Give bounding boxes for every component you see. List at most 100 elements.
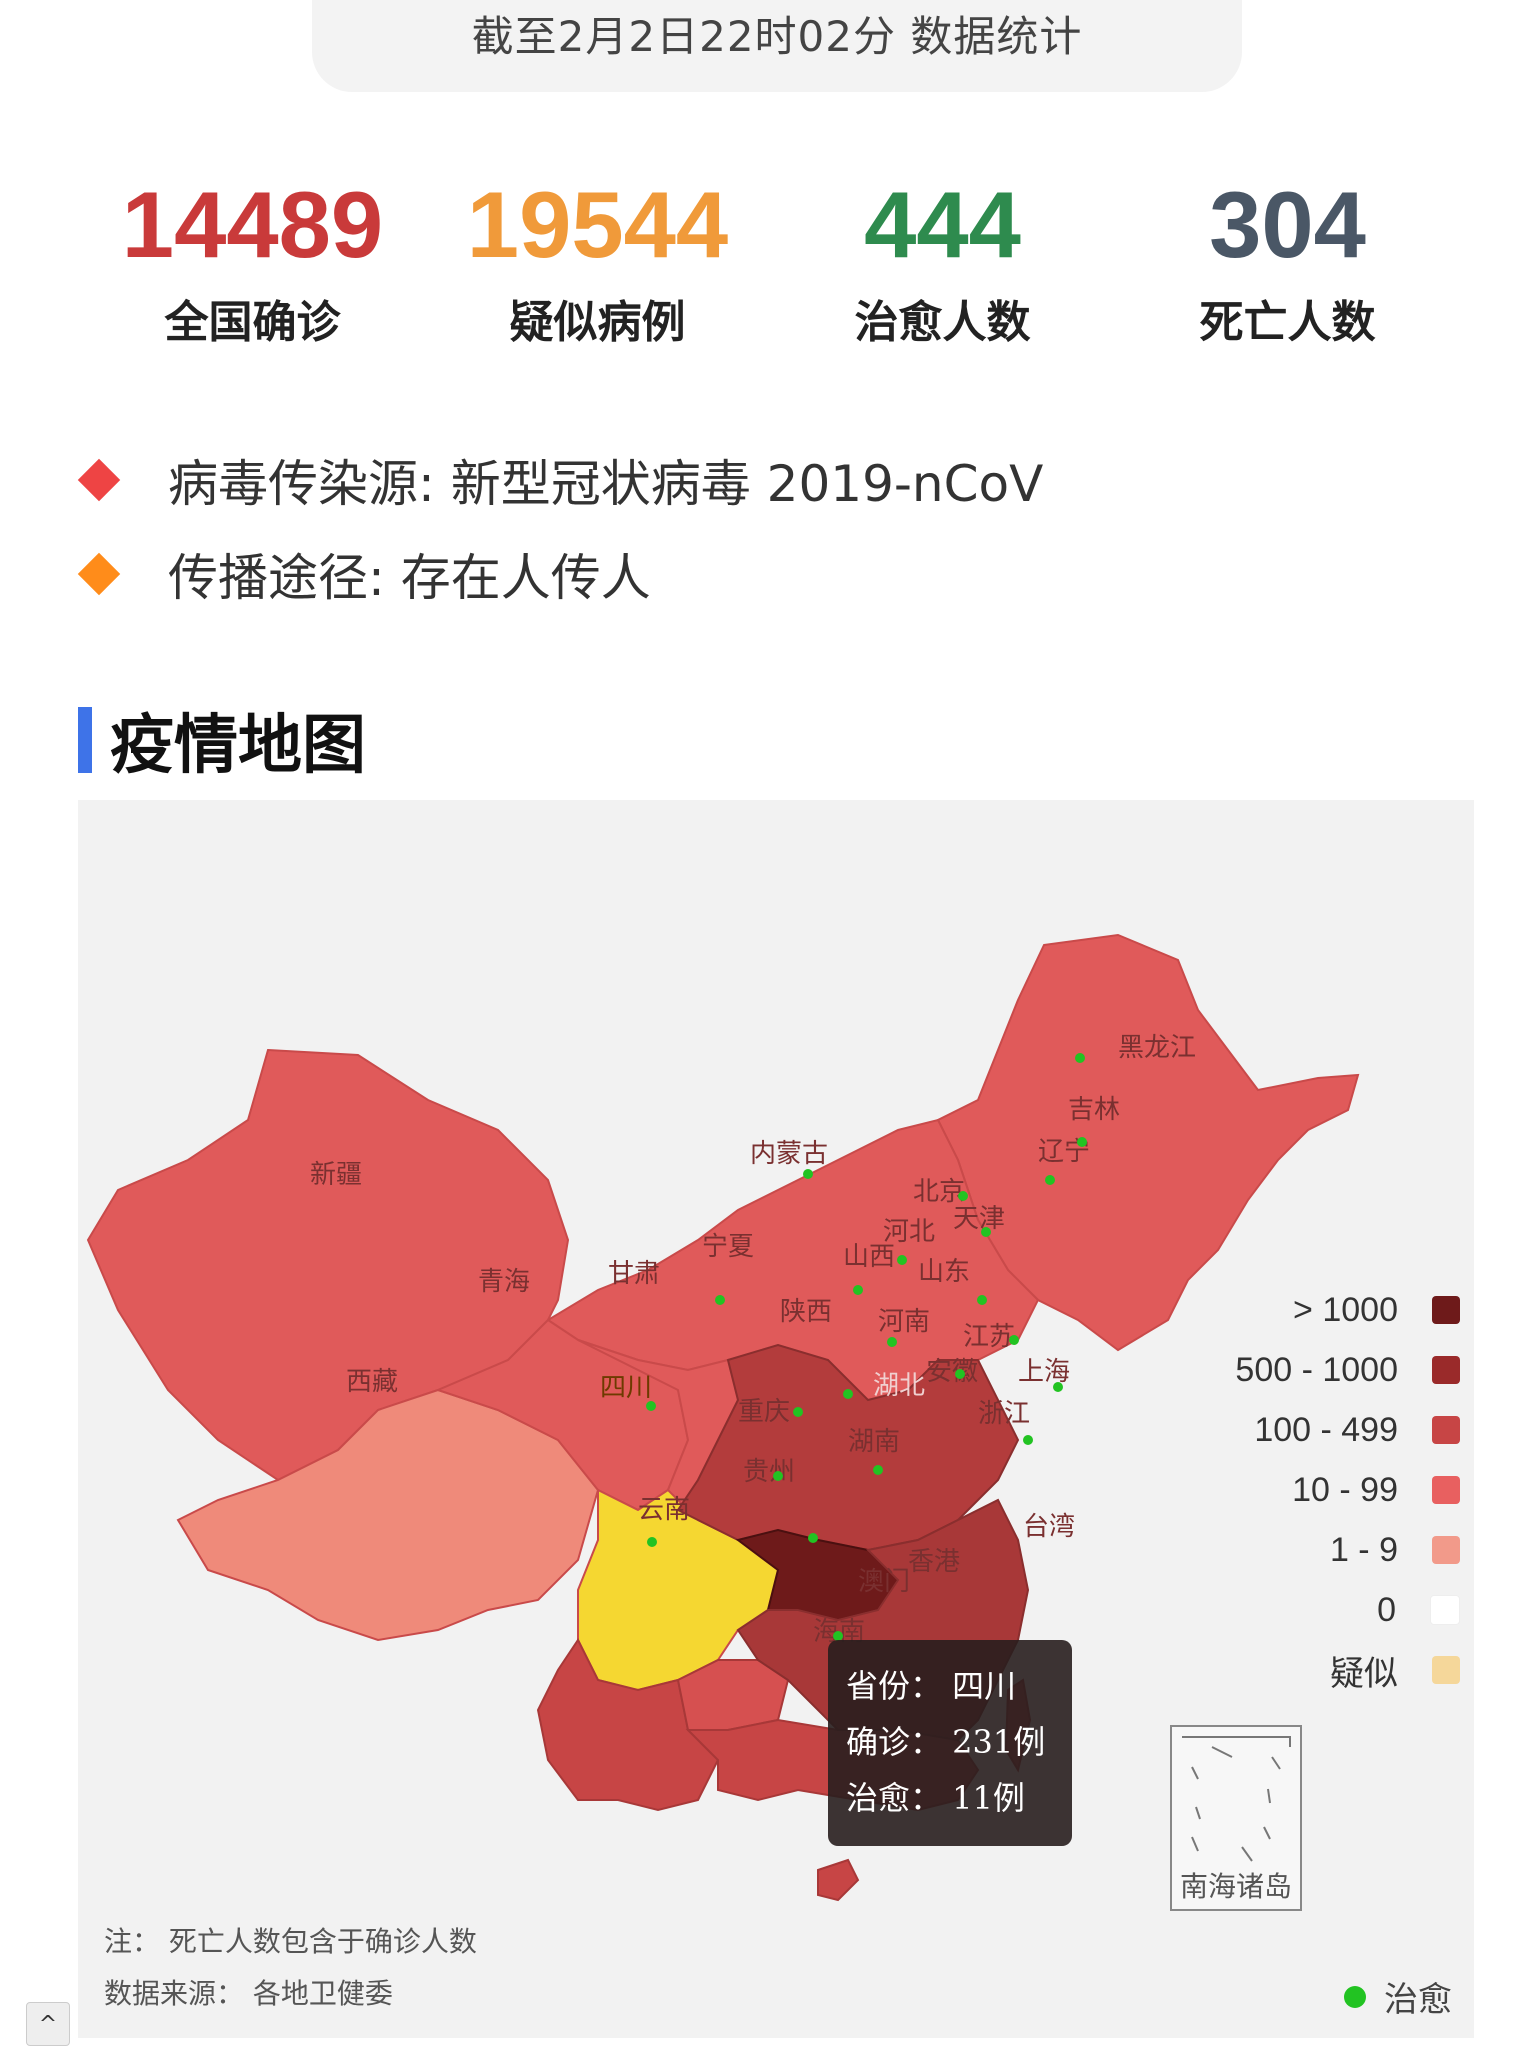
cured-dot <box>955 1369 965 1379</box>
label-beijing: 北京 <box>913 1177 965 1207</box>
cured-dot <box>887 1337 897 1347</box>
legend-row: 1 - 9 <box>1235 1520 1460 1580</box>
legend-row: > 1000 <box>1235 1280 1460 1340</box>
legend-swatch <box>1430 1595 1460 1625</box>
stat-deaths: 304 死亡人数 <box>1115 170 1460 350</box>
chevron-up-icon: ^ <box>38 2011 58 2037</box>
label-shandong: 山东 <box>918 1257 970 1287</box>
scroll-up-button[interactable]: ^ <box>26 2002 70 2046</box>
label-taiwan: 台湾 <box>1023 1512 1075 1542</box>
label-sichuan: 四川 <box>600 1373 652 1403</box>
cured-dot <box>1045 1175 1055 1185</box>
label-hunan: 湖南 <box>848 1427 900 1457</box>
cured-legend: 治愈 <box>1344 1972 1452 2021</box>
cured-dot <box>646 1401 656 1411</box>
label-jilin: 吉林 <box>1068 1095 1120 1125</box>
title-accent-bar <box>78 707 92 773</box>
tooltip-province: 省份： 四川 <box>846 1667 1017 1705</box>
cured-dot <box>843 1389 853 1399</box>
label-zhejiang: 浙江 <box>978 1399 1030 1429</box>
death-note: 注： 死亡人数包含于确诊人数 <box>104 1925 477 1958</box>
legend-label: 100 - 499 <box>1254 1410 1398 1449</box>
label-xizang: 西藏 <box>346 1367 398 1397</box>
stat-suspected: 19544 疑似病例 <box>425 170 770 350</box>
province-tooltip: 省份： 四川 确诊： 231例 治愈： 11例 <box>828 1640 1072 1846</box>
label-ningxia: 宁夏 <box>702 1232 754 1262</box>
cured-legend-label: 治愈 <box>1384 1980 1452 2020</box>
legend-swatch <box>1432 1296 1460 1324</box>
section-title: 疫情地图 <box>78 694 366 786</box>
section-title-text: 疫情地图 <box>110 709 366 783</box>
cured-dot <box>1053 1382 1063 1392</box>
cured-dot <box>1009 1335 1019 1345</box>
legend-label: 0 <box>1377 1590 1396 1629</box>
info-virus-source-text: 病毒传染源: 新型冠状病毒 2019-nCoV <box>168 455 1044 513</box>
cured-dot <box>873 1465 883 1475</box>
label-hubei: 湖北 <box>873 1371 925 1401</box>
stat-deaths-value: 304 <box>1209 172 1366 277</box>
legend-label: 10 - 99 <box>1292 1470 1398 1509</box>
label-shanxi: 山西 <box>843 1242 895 1272</box>
cured-dot <box>897 1255 907 1265</box>
stat-confirmed-label: 全国确诊 <box>164 297 341 348</box>
cured-dot <box>958 1191 968 1201</box>
label-xianggang: 香港 <box>908 1547 960 1577</box>
label-hebei: 河北 <box>883 1217 935 1247</box>
legend-swatch <box>1432 1416 1460 1444</box>
cured-dot <box>833 1631 843 1641</box>
info-virus-source: 病毒传染源: 新型冠状病毒 2019-nCoV <box>77 444 1044 516</box>
legend-label: 疑似 <box>1330 1654 1398 1693</box>
cured-dot <box>715 1295 725 1305</box>
province-yunnan[interactable] <box>536 1638 720 1812</box>
orange-diamond-icon <box>77 552 121 596</box>
cured-dot <box>647 1537 657 1547</box>
label-xinjiang: 新疆 <box>310 1160 362 1190</box>
data-source: 数据来源： 各地卫健委 <box>104 1977 393 2010</box>
timestamp-text: 截至2月2日22时02分 数据统计 <box>471 12 1083 61</box>
cured-markers <box>646 1053 1087 1641</box>
epidemic-map: 新疆 西藏 青海 甘肃 内蒙古 黑龙江 吉林 辽宁 北京 天津 河北 山西 山东… <box>78 800 1474 2038</box>
label-aomen: 澳门 <box>858 1567 910 1597</box>
province-hainan[interactable] <box>817 1858 860 1902</box>
label-shaanxi: 陕西 <box>780 1297 832 1327</box>
stat-confirmed: 14489 全国确诊 <box>80 170 425 350</box>
cured-dot <box>1023 1435 1033 1445</box>
stat-suspected-label: 疑似病例 <box>509 297 686 348</box>
legend-label: > 1000 <box>1293 1290 1398 1329</box>
map-legend: > 1000 500 - 1000 100 - 499 10 - 99 1 - … <box>1235 1280 1460 1700</box>
legend-label: 1 - 9 <box>1329 1530 1398 1569</box>
cured-dot <box>793 1407 803 1417</box>
label-yunnan: 云南 <box>638 1495 690 1525</box>
legend-label: 500 - 1000 <box>1235 1350 1398 1389</box>
islands-icon <box>1182 1736 1291 1862</box>
label-henan: 河南 <box>878 1307 930 1337</box>
legend-swatch <box>1432 1356 1460 1384</box>
south-china-sea-inset: 南海诸岛 <box>1170 1725 1302 1911</box>
province-xizang[interactable] <box>176 1388 600 1642</box>
stat-deaths-label: 死亡人数 <box>1199 297 1376 348</box>
label-guizhou: 贵州 <box>743 1457 795 1487</box>
label-jiangsu: 江苏 <box>963 1322 1015 1352</box>
cured-dot <box>1075 1053 1085 1063</box>
label-anhui: 安徽 <box>926 1357 978 1387</box>
legend-swatch <box>1432 1476 1460 1504</box>
stat-cured-label: 治愈人数 <box>854 297 1031 348</box>
stat-cured: 444 治愈人数 <box>770 170 1115 350</box>
legend-swatch <box>1432 1536 1460 1564</box>
stat-suspected-value: 19544 <box>466 172 729 277</box>
cured-dot <box>773 1471 783 1481</box>
info-transmission: 传播途径: 存在人传人 <box>77 538 651 610</box>
info-transmission-text: 传播途径: 存在人传人 <box>168 549 651 607</box>
legend-swatch <box>1432 1656 1460 1684</box>
tooltip-cured: 治愈： 11例 <box>846 1779 1025 1817</box>
green-dot-icon <box>1344 1985 1366 2008</box>
label-neimenggu: 内蒙古 <box>750 1139 828 1169</box>
inset-label: 南海诸岛 <box>1179 1870 1292 1903</box>
label-shanghai: 上海 <box>1018 1357 1070 1387</box>
legend-row: 100 - 499 <box>1235 1400 1460 1460</box>
tooltip-confirmed: 确诊： 231例 <box>846 1723 1046 1761</box>
label-qinghai: 青海 <box>478 1267 530 1297</box>
cured-dot <box>1077 1137 1087 1147</box>
cured-dot <box>803 1169 813 1179</box>
label-chongqing: 重庆 <box>738 1397 790 1427</box>
